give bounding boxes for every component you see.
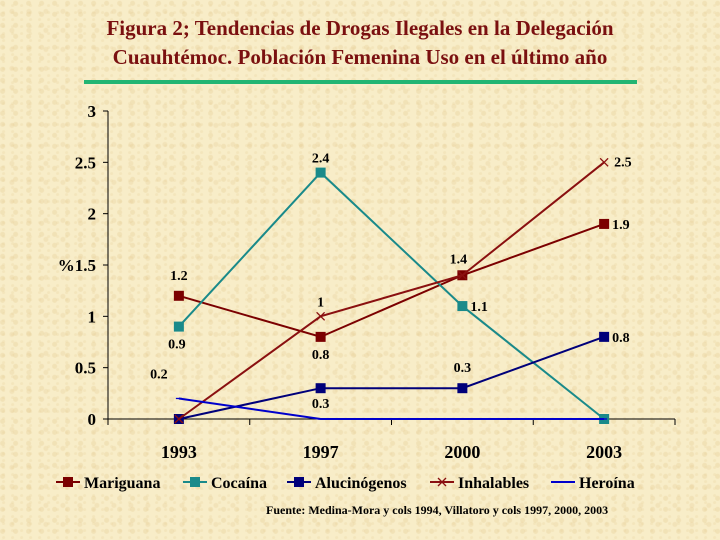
y-tick-value: 1.5 <box>75 256 96 275</box>
legend-item-heroina: Heroína <box>551 475 635 492</box>
data-point-inhalables <box>599 157 609 167</box>
x-marker-stroke <box>174 414 184 424</box>
x-tick-label: 2000 <box>444 442 480 462</box>
x-tick-label: 1997 <box>303 442 339 462</box>
data-point-cocaina <box>315 167 326 178</box>
data-point-inhalables <box>174 414 184 424</box>
y-tick-label: 3 <box>88 102 97 121</box>
x-tick-label: 1993 <box>161 442 197 462</box>
legend-label: Mariguana <box>84 475 160 492</box>
data-label-mariguana: 1.9 <box>612 218 630 233</box>
data-point-cocaina <box>457 301 468 312</box>
data-point-alucinogenos <box>457 383 468 394</box>
legend-item-alucinogenos: Alucinógenos <box>287 475 407 492</box>
x-tick-label: 2003 <box>586 442 622 462</box>
chart-title-line-1: Figura 2; Tendencias de Drogas Ilegales … <box>106 16 614 40</box>
data-label-heroina: 0.2 <box>150 367 168 382</box>
series-heroina: 0.2 <box>150 367 608 420</box>
data-point-inhalables <box>316 311 326 321</box>
y-tick-label: 2.5 <box>75 153 96 172</box>
legend-label: Inhalables <box>458 475 529 492</box>
data-label-alucinogenos: 0.3 <box>312 397 330 412</box>
data-point-alucinogenos <box>315 383 326 394</box>
x-marker-stroke <box>457 270 467 280</box>
legend-swatch-marker <box>437 477 447 487</box>
legend-label: Cocaína <box>211 475 267 492</box>
y-tick-label: 0.5 <box>75 359 96 378</box>
series-alucinogenos: 0.3 0.3 0.8 <box>173 331 630 424</box>
data-label-inhalables: 1 <box>317 295 324 310</box>
y-tick-label: 2 <box>88 205 97 224</box>
data-point-mariguana <box>315 331 326 342</box>
data-point-alucinogenos <box>599 331 610 342</box>
data-label-cocaina: 1.1 <box>470 300 488 315</box>
series-cocaina: 0.9 2.4 1.1 <box>168 152 610 424</box>
legend-swatch-marker <box>294 477 304 487</box>
data-label-cocaina: 0.9 <box>168 338 186 353</box>
data-label-alucinogenos: 0.8 <box>612 331 630 346</box>
data-point-cocaina <box>173 321 184 332</box>
x-marker-stroke <box>437 477 447 487</box>
data-point-inhalables <box>457 270 467 280</box>
series-line-alucinogenos <box>178 335 605 420</box>
data-point-mariguana <box>173 290 184 301</box>
legend-swatch-marker <box>63 477 73 487</box>
source-note: Fuente: Medina-Mora y cols 1994, Villato… <box>266 503 609 517</box>
legend-item-mariguana: Mariguana <box>56 475 160 492</box>
data-point-mariguana <box>599 218 610 229</box>
legend-swatch-marker <box>190 477 200 487</box>
x-marker-stroke <box>316 311 326 321</box>
series-line-mariguana <box>178 222 605 338</box>
series-mariguana: 1.2 0.8 1.4 1.9 <box>170 218 630 363</box>
y-axis-label: % <box>58 256 75 275</box>
title-underline <box>84 80 637 84</box>
data-label-mariguana: 0.8 <box>312 348 330 363</box>
y-tick-label: 1 <box>88 307 97 326</box>
series-line-heroina <box>178 397 605 420</box>
legend-label: Alucinógenos <box>315 475 407 492</box>
legend: Mariguana Cocaína Alucinógenos Inhalables He… <box>56 475 635 492</box>
legend-item-inhalables: Inhalables <box>430 475 529 492</box>
data-label-cocaina: 2.4 <box>312 152 330 167</box>
chart-title-line-2: Cuauhtémoc. Población Femenina Uso en el… <box>112 45 608 69</box>
data-label-alucinogenos: 0.3 <box>454 361 472 376</box>
y-tick-label: %1.5 <box>58 256 96 275</box>
data-label-mariguana: 1.4 <box>450 252 468 267</box>
series-line-inhalables <box>178 161 605 420</box>
x-marker-stroke <box>599 157 609 167</box>
data-label-inhalables: 2.5 <box>614 155 632 170</box>
legend-label: Heroína <box>579 475 635 492</box>
series-inhalables: 12.5 <box>174 155 632 424</box>
y-tick-label: 0 <box>88 410 97 429</box>
data-label-mariguana: 1.2 <box>170 269 188 284</box>
chart-title: Figura 2; Tendencias de Drogas Ilegales … <box>0 14 720 72</box>
legend-item-cocaina: Cocaína <box>183 475 267 492</box>
